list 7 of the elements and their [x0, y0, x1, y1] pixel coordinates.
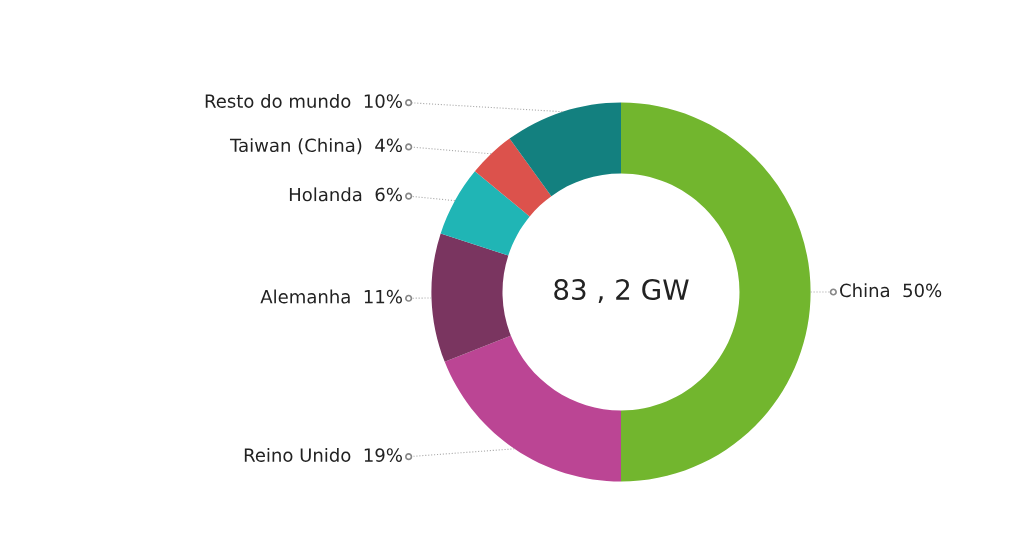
slice-label: Alemanha 11% [260, 289, 402, 304]
slice-label: Holanda 6% [289, 187, 402, 202]
slice-label: Resto do mundo 10% [205, 93, 402, 108]
slice-label: Taiwan (China) 4% [229, 138, 402, 155]
slice-label: China 50% [840, 283, 942, 298]
slice-label: Reino Unido 19% [244, 447, 402, 462]
text: 83 , 2 GW [554, 279, 689, 303]
